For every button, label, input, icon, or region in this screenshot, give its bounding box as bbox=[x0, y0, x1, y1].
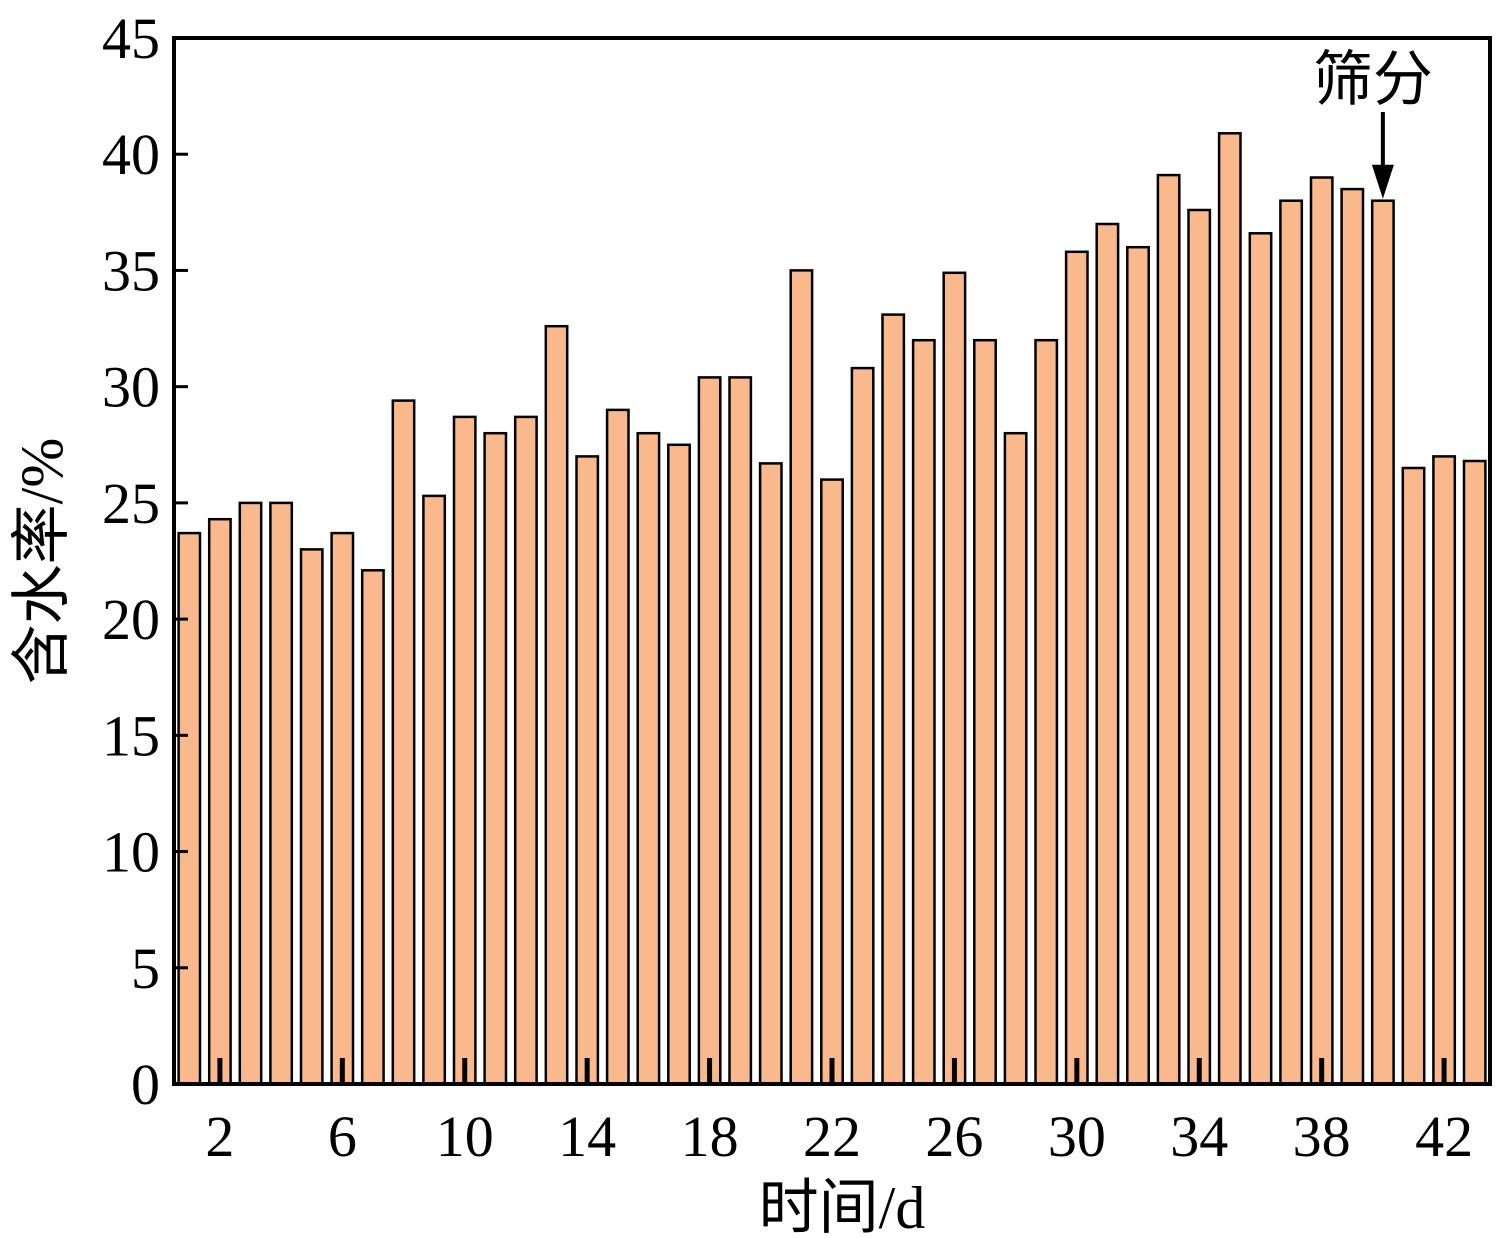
bar bbox=[330, 531, 355, 1086]
x-tick-label: 42 bbox=[1415, 1104, 1473, 1169]
annotation-arrow-head bbox=[1371, 164, 1394, 199]
x-tick-label: 22 bbox=[803, 1104, 861, 1169]
bar bbox=[1401, 466, 1426, 1086]
bar bbox=[636, 431, 661, 1086]
x-tick-label: 6 bbox=[328, 1104, 357, 1169]
y-axis-title: 含水率/% bbox=[9, 438, 75, 685]
x-tick-label: 38 bbox=[1293, 1104, 1351, 1169]
bar bbox=[911, 338, 936, 1086]
x-tick-label: 14 bbox=[558, 1104, 616, 1169]
bar bbox=[452, 415, 477, 1086]
x-axis-title: 时间/d bbox=[759, 1175, 926, 1238]
bar bbox=[1340, 187, 1365, 1086]
y-tick-label: 15 bbox=[102, 703, 160, 768]
bar bbox=[728, 376, 753, 1086]
bar bbox=[942, 271, 967, 1086]
bar bbox=[667, 443, 691, 1086]
bar bbox=[544, 324, 569, 1086]
y-tick-label: 20 bbox=[102, 587, 160, 652]
x-axis-ticks: 2 6 10 14 18 22 26 30 34 38 42 bbox=[205, 1058, 1473, 1169]
bar bbox=[513, 415, 538, 1086]
bar bbox=[605, 408, 630, 1086]
bar bbox=[1279, 199, 1304, 1086]
plot-frame bbox=[172, 36, 1492, 1086]
bar bbox=[1064, 250, 1089, 1086]
bar bbox=[820, 478, 844, 1086]
annotation-label: 筛分 bbox=[1313, 47, 1433, 113]
bar bbox=[1462, 459, 1487, 1086]
y-tick-label: 0 bbox=[131, 1052, 160, 1117]
bar bbox=[177, 531, 202, 1086]
bar bbox=[1126, 245, 1150, 1086]
bar bbox=[207, 517, 232, 1086]
y-tick-label: 5 bbox=[131, 936, 160, 1001]
y-axis-ticks: 0 5 10 15 20 25 30 35 40 45 bbox=[102, 6, 188, 1117]
bar bbox=[881, 313, 906, 1086]
x-tick-label: 34 bbox=[1170, 1104, 1228, 1169]
bar bbox=[1248, 232, 1273, 1086]
bar bbox=[422, 494, 447, 1086]
bar bbox=[1309, 176, 1334, 1086]
x-tick-label: 10 bbox=[436, 1104, 494, 1169]
bar bbox=[391, 399, 416, 1086]
bar bbox=[1034, 338, 1059, 1086]
bar bbox=[1095, 222, 1120, 1086]
bar bbox=[269, 501, 294, 1086]
bar bbox=[299, 548, 324, 1086]
bar bbox=[1370, 199, 1395, 1086]
annotation-group: 筛分 bbox=[1313, 47, 1433, 199]
bar bbox=[1187, 208, 1212, 1086]
bar bbox=[1432, 455, 1457, 1086]
bar bbox=[360, 569, 385, 1086]
bar bbox=[973, 338, 997, 1086]
y-tick-label: 30 bbox=[102, 355, 160, 420]
y-tick-label: 35 bbox=[102, 238, 160, 303]
y-tick-label: 40 bbox=[102, 122, 160, 187]
y-tick-label: 25 bbox=[102, 471, 160, 536]
bar bbox=[1156, 173, 1181, 1086]
x-tick-label: 18 bbox=[681, 1104, 739, 1169]
bars-group bbox=[177, 132, 1487, 1086]
bar bbox=[850, 366, 875, 1086]
bar bbox=[575, 455, 600, 1086]
bar bbox=[1217, 132, 1242, 1086]
bar bbox=[1003, 431, 1028, 1086]
bar bbox=[758, 462, 783, 1086]
x-tick-label: 26 bbox=[925, 1104, 983, 1169]
x-tick-label: 2 bbox=[205, 1104, 234, 1169]
y-tick-label: 10 bbox=[102, 820, 160, 885]
bar bbox=[238, 501, 263, 1086]
bar bbox=[789, 269, 814, 1086]
bar bbox=[483, 431, 508, 1086]
bar bbox=[697, 376, 722, 1086]
x-tick-label: 30 bbox=[1048, 1104, 1106, 1169]
y-tick-label: 45 bbox=[102, 6, 160, 71]
